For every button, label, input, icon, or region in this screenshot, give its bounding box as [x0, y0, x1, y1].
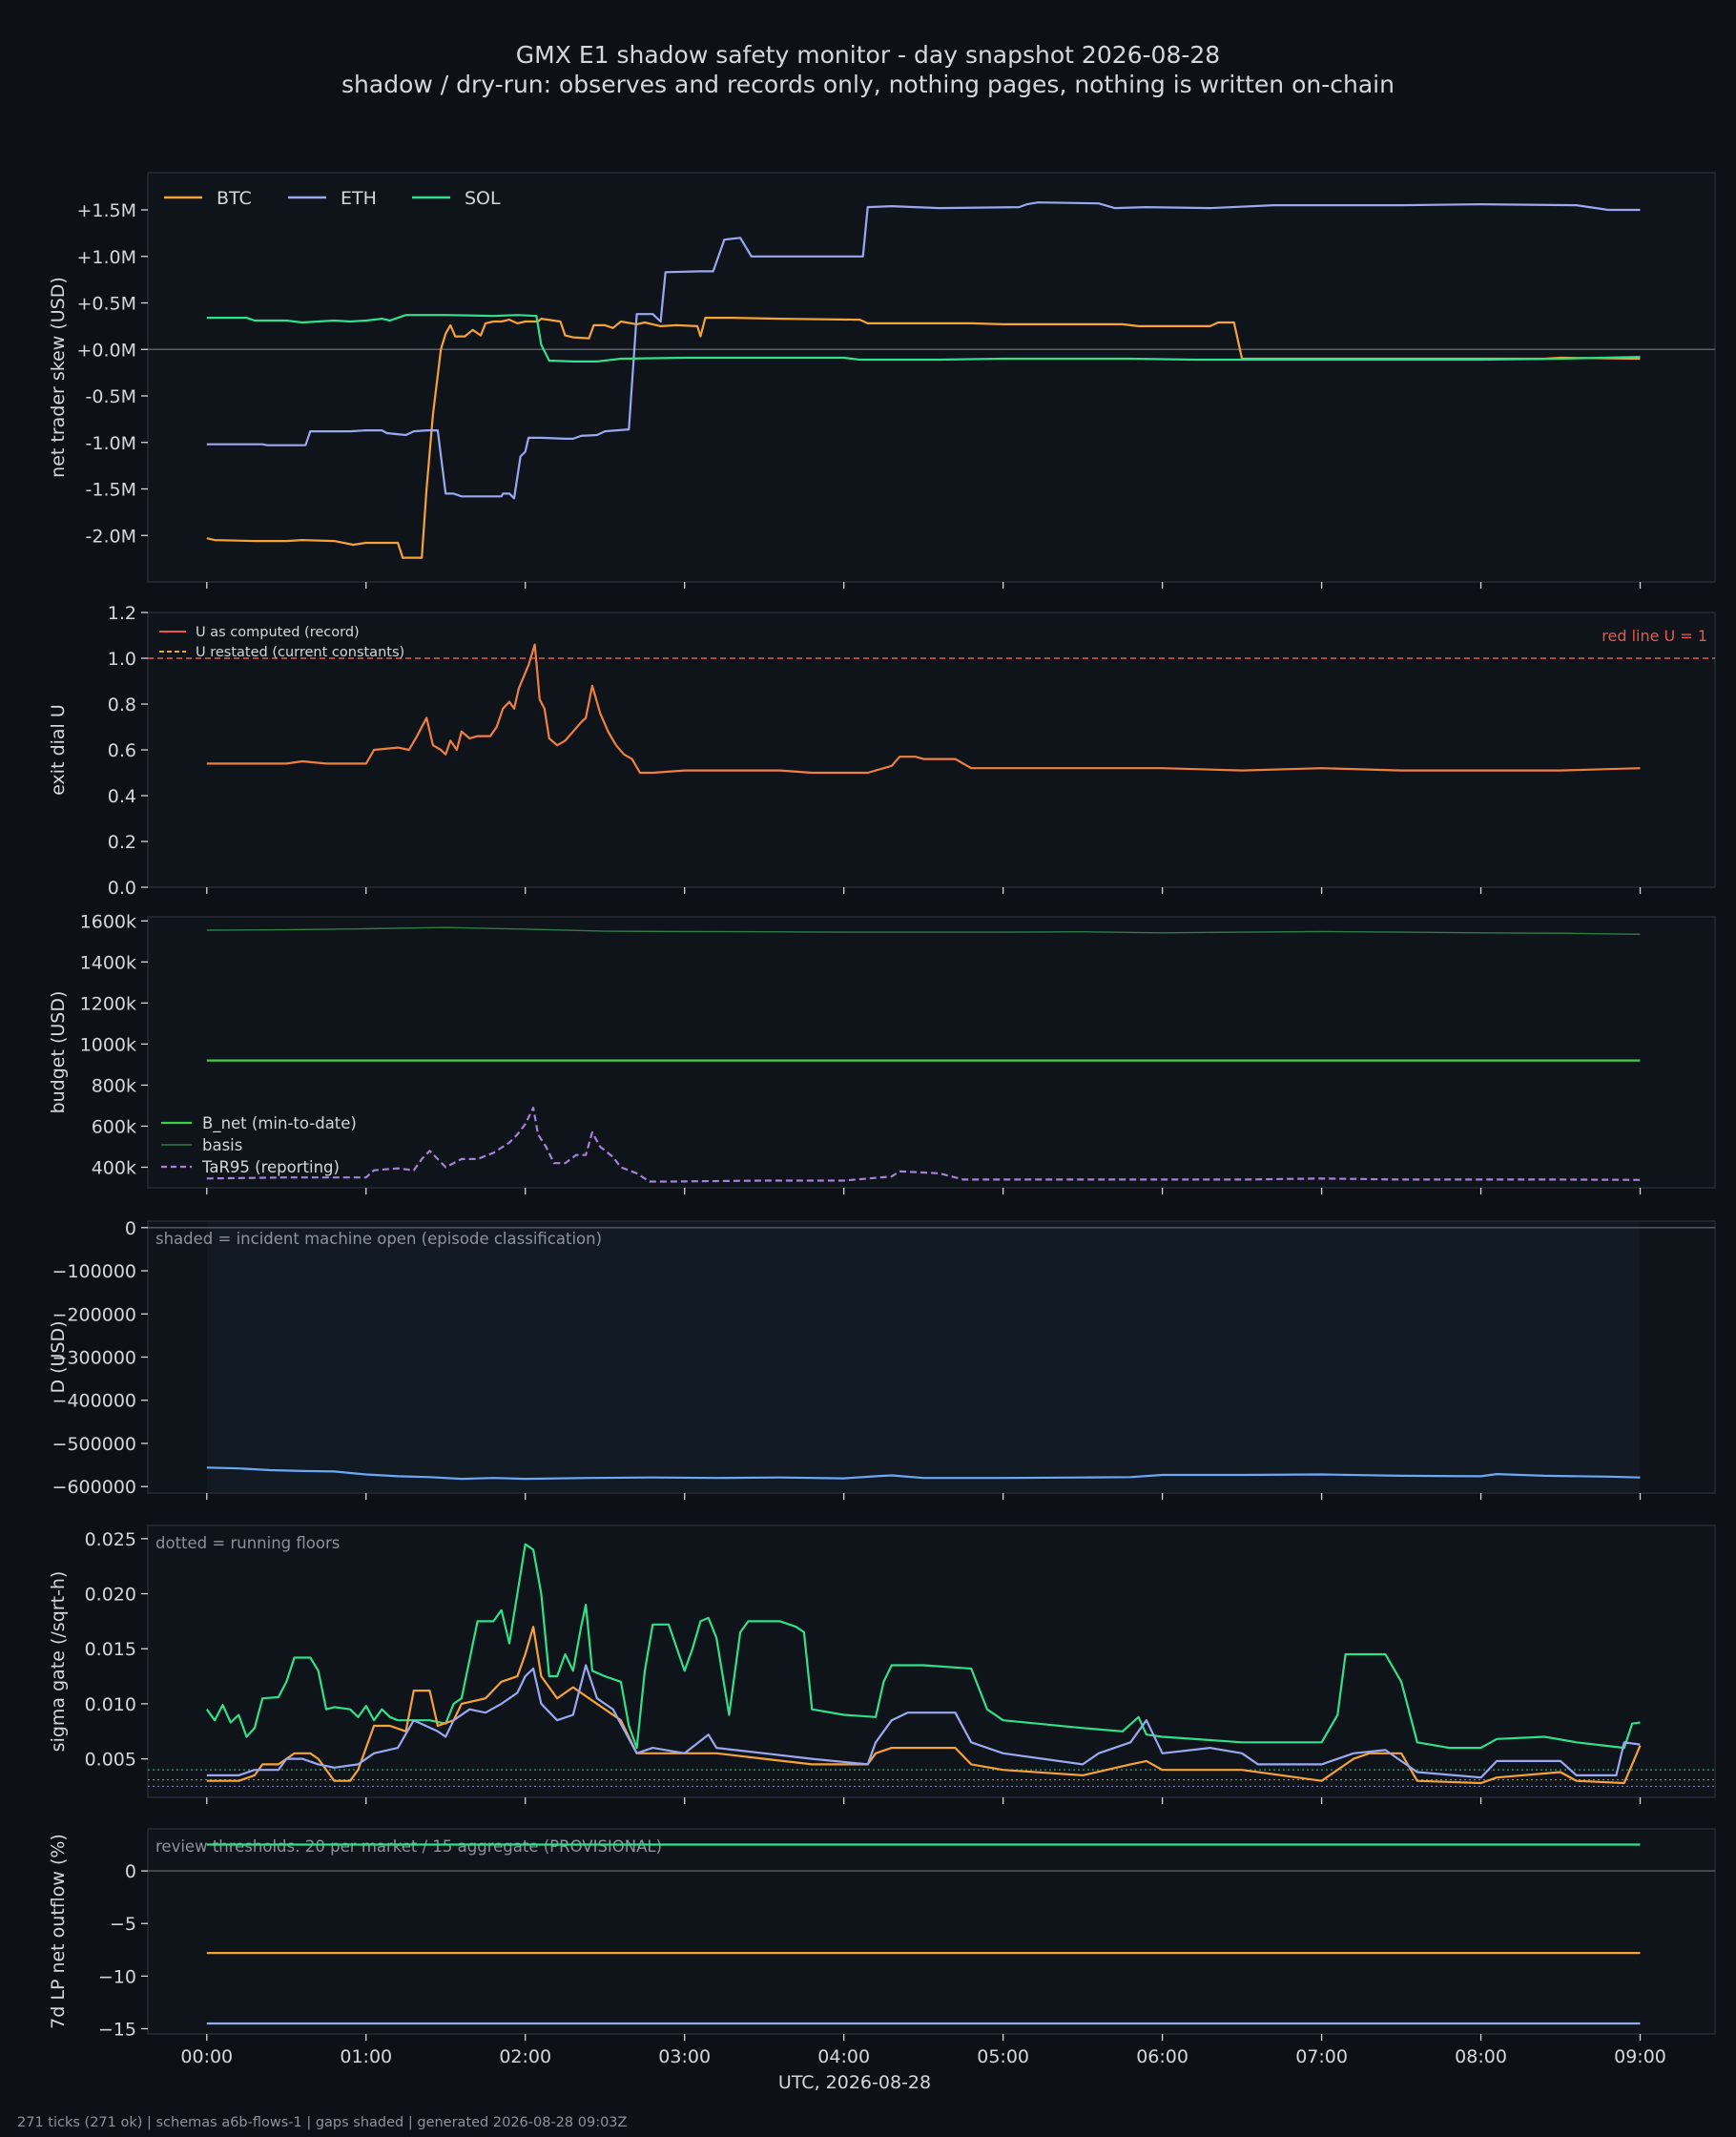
y-tick-label: −500000: [52, 1434, 136, 1455]
y-tick-label: 600k: [92, 1116, 136, 1137]
y-tick-label: 0.2: [108, 832, 136, 853]
y-tick-label: 0.005: [85, 1750, 136, 1771]
y-tick-label: 0: [125, 1218, 136, 1239]
y-axis-label: budget (USD): [48, 991, 69, 1114]
y-axis-label: sigma gate (/sqrt-h): [48, 1571, 69, 1753]
y-tick-label: 0.6: [108, 740, 136, 761]
chart-title: GMX E1 shadow safety monitor - day snaps…: [516, 41, 1220, 69]
incident-shaded-span: [206, 1222, 1641, 1492]
x-tick-label: 07:00: [1295, 2046, 1348, 2067]
y-tick-label: -1.0M: [86, 433, 136, 454]
panel-note: dotted = running floors: [155, 1534, 340, 1552]
y-tick-label: 0.010: [85, 1694, 136, 1715]
series-line-btc: [206, 1626, 1642, 1785]
y-tick-label: 0.020: [85, 1585, 136, 1606]
x-tick-label: 05:00: [977, 2046, 1029, 2067]
y-tick-label: +0.5M: [76, 294, 136, 315]
legend-label: TaR95 (reporting): [201, 1158, 340, 1176]
legend-label: SOL: [465, 188, 501, 209]
chart-subtitle: shadow / dry-run: observes and records o…: [341, 71, 1395, 98]
x-tick-label: 00:00: [180, 2046, 233, 2067]
y-tick-label: +1.0M: [76, 247, 136, 268]
series-line-basis: [206, 926, 1641, 935]
y-axis-label: net trader skew (USD): [48, 277, 69, 478]
series-line-sol: [205, 1543, 1641, 1750]
panel-3: 1600k 1400k 1200k 1000k 800k 600k 400k budget (…: [48, 911, 1716, 1194]
y-axis-label: D (USD): [48, 1320, 69, 1393]
y-tick-label: +1.5M: [76, 200, 136, 221]
y-tick-label: 0.015: [85, 1639, 136, 1660]
panel-note: review thresholds: 20 per market / 15 ag…: [155, 1837, 662, 1856]
plot-area: [147, 172, 1716, 583]
panel-6: 0 −5 −10 −15 00:00 01:00 02:00 03:00 04:00 05:00 0…: [48, 1828, 1716, 2067]
plot-area: [147, 916, 1716, 1189]
y-tick-label: 1400k: [80, 952, 136, 973]
series-line-eth: [206, 1664, 1641, 1779]
x-tick-label: 06:00: [1136, 2046, 1188, 2067]
footer-text: 271 ticks (271 ok) | schemas a6b-flows-1…: [17, 2115, 628, 2130]
y-tick-label: 0: [125, 1861, 136, 1882]
legend-label: U restated (current constants): [196, 645, 404, 660]
panel-4: 0 −100000 −200000 −300000 −400000 −500000 −600…: [48, 1218, 1716, 1500]
y-tick-label: 1.0: [108, 649, 136, 670]
series-line-u-as-computed-record: [206, 643, 1641, 775]
y-tick-label: -1.5M: [86, 480, 136, 501]
y-tick-label: 1600k: [80, 911, 136, 932]
y-axis-label: 7d LP net outflow (%): [48, 1834, 69, 2029]
y-tick-label: -0.5M: [86, 386, 136, 407]
series-line-d: [206, 1466, 1641, 1481]
panel-note: shaded = incident machine open (episode …: [155, 1230, 602, 1248]
legend-label: ETH: [341, 188, 377, 209]
x-tick-label: 03:00: [658, 2046, 711, 2067]
legend-label: BTC: [217, 188, 252, 209]
y-tick-label: −200000: [52, 1304, 136, 1325]
panel-5: 0.025 0.020 0.015 0.010 0.005 sigma gate (/sq…: [48, 1525, 1716, 1804]
x-tick-label: 02:00: [499, 2046, 551, 2067]
red-line-label: red line U = 1: [1602, 627, 1707, 645]
y-tick-label: 1.2: [108, 603, 136, 624]
y-tick-label: −5: [110, 1914, 136, 1935]
x-tick-label: 08:00: [1455, 2046, 1507, 2067]
y-tick-label: −400000: [52, 1391, 136, 1412]
y-tick-label: 1200k: [80, 993, 136, 1014]
y-tick-label: 800k: [92, 1075, 136, 1096]
y-tick-label: −600000: [52, 1477, 136, 1498]
y-tick-label: -2.0M: [86, 526, 136, 547]
y-axis-label: exit dial U: [48, 704, 69, 796]
plot-area: [147, 1525, 1716, 1798]
series-line-sol: [206, 314, 1641, 363]
plot-area: [147, 1828, 1716, 2035]
y-tick-label: 0.0: [108, 878, 136, 899]
y-tick-label: −100000: [52, 1261, 136, 1282]
x-tick-label: 09:00: [1614, 2046, 1666, 2067]
legend-label: B_net (min-to-date): [202, 1114, 357, 1133]
y-tick-label: −300000: [52, 1348, 136, 1369]
y-tick-label: −15: [98, 2019, 136, 2040]
x-tick-label: 01:00: [340, 2046, 392, 2067]
legend-label: U as computed (record): [196, 625, 360, 640]
y-tick-label: +0.0M: [76, 340, 136, 361]
y-tick-label: −10: [98, 1966, 136, 1987]
series-line-eth: [206, 201, 1641, 500]
panel-1: +1.5M +1.0M +0.5M +0.0M -0.5M -1.0M -1.5M -2.0M…: [48, 172, 1716, 589]
y-tick-label: 0.025: [85, 1529, 136, 1550]
y-tick-label: 400k: [92, 1157, 136, 1178]
panel-2: red line U = 1 1.2 1.0 0.8 0.6 0.4 0.2 0.0 exit …: [48, 603, 1716, 899]
y-tick-label: 1000k: [80, 1034, 136, 1055]
legend-label: basis: [202, 1136, 242, 1154]
x-axis-label: UTC, 2026-08-28: [778, 2072, 931, 2093]
y-tick-label: 0.8: [108, 695, 136, 716]
y-tick-label: 0.4: [108, 786, 136, 807]
series-line-btc: [206, 317, 1641, 559]
x-tick-label: 04:00: [817, 2046, 870, 2067]
series-line-tar95-reporting: [206, 1107, 1641, 1183]
